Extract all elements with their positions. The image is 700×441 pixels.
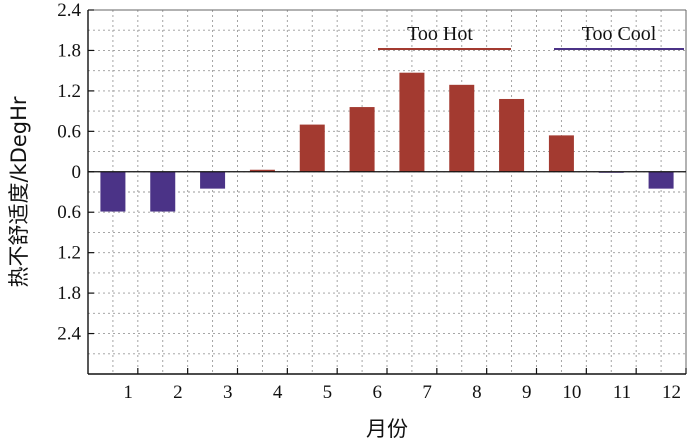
y-tick-labels: 2.4 1.8 1.2 0.6 0 0.6 1.2 1.8 2.4 <box>57 0 81 345</box>
y-tick-label: 1.8 <box>57 283 81 304</box>
bar-month-10 <box>548 135 574 172</box>
x-tick-label: 9 <box>522 382 532 403</box>
bar-month-2 <box>150 171 176 212</box>
y-tick-label: 0 <box>72 162 82 183</box>
y-tick-label: 1.2 <box>57 81 81 102</box>
bar-month-4 <box>249 169 275 172</box>
bar-month-6 <box>349 107 375 172</box>
legend-label-too-cool: Too Cool <box>582 23 657 45</box>
x-tick-labels: 1 2 3 4 5 6 7 8 9 10 11 12 <box>123 382 681 403</box>
x-tick-label: 5 <box>323 382 333 403</box>
x-tick-label: 3 <box>223 382 233 403</box>
bar-month-9 <box>499 98 525 172</box>
bar-month-8 <box>449 84 475 172</box>
bar-month-1 <box>100 171 126 212</box>
bar-month-12 <box>648 171 674 189</box>
x-tick-label: 2 <box>173 382 183 403</box>
y-tick-label: 0.6 <box>57 202 81 223</box>
bars <box>100 72 674 212</box>
x-tick-label: 10 <box>562 382 581 403</box>
y-tick-label: 1.2 <box>57 243 81 264</box>
x-tick-label: 6 <box>373 382 383 403</box>
y-tick-label: 0.6 <box>57 121 81 142</box>
x-axis-label: 月份 <box>366 417 408 441</box>
x-tick-label: 4 <box>273 382 283 403</box>
legend-label-too-hot: Too Hot <box>407 23 473 45</box>
y-axis-label: 热不舒适度/kDegHr <box>7 96 31 287</box>
bar-month-5 <box>299 124 325 172</box>
bar-month-3 <box>200 171 226 189</box>
bar-month-7 <box>399 72 425 172</box>
x-tick-label: 7 <box>422 382 432 403</box>
y-tick-label: 1.8 <box>57 40 81 61</box>
legend: Too Hot Too Cool <box>378 23 684 50</box>
axes <box>87 9 687 375</box>
x-tick-label: 8 <box>472 382 482 403</box>
y-tick-label: 2.4 <box>57 324 81 345</box>
y-tick-label: 2.4 <box>57 0 81 21</box>
x-tick-label: 11 <box>613 382 631 403</box>
x-tick-label: 12 <box>662 382 681 403</box>
x-tick-label: 1 <box>123 382 133 403</box>
